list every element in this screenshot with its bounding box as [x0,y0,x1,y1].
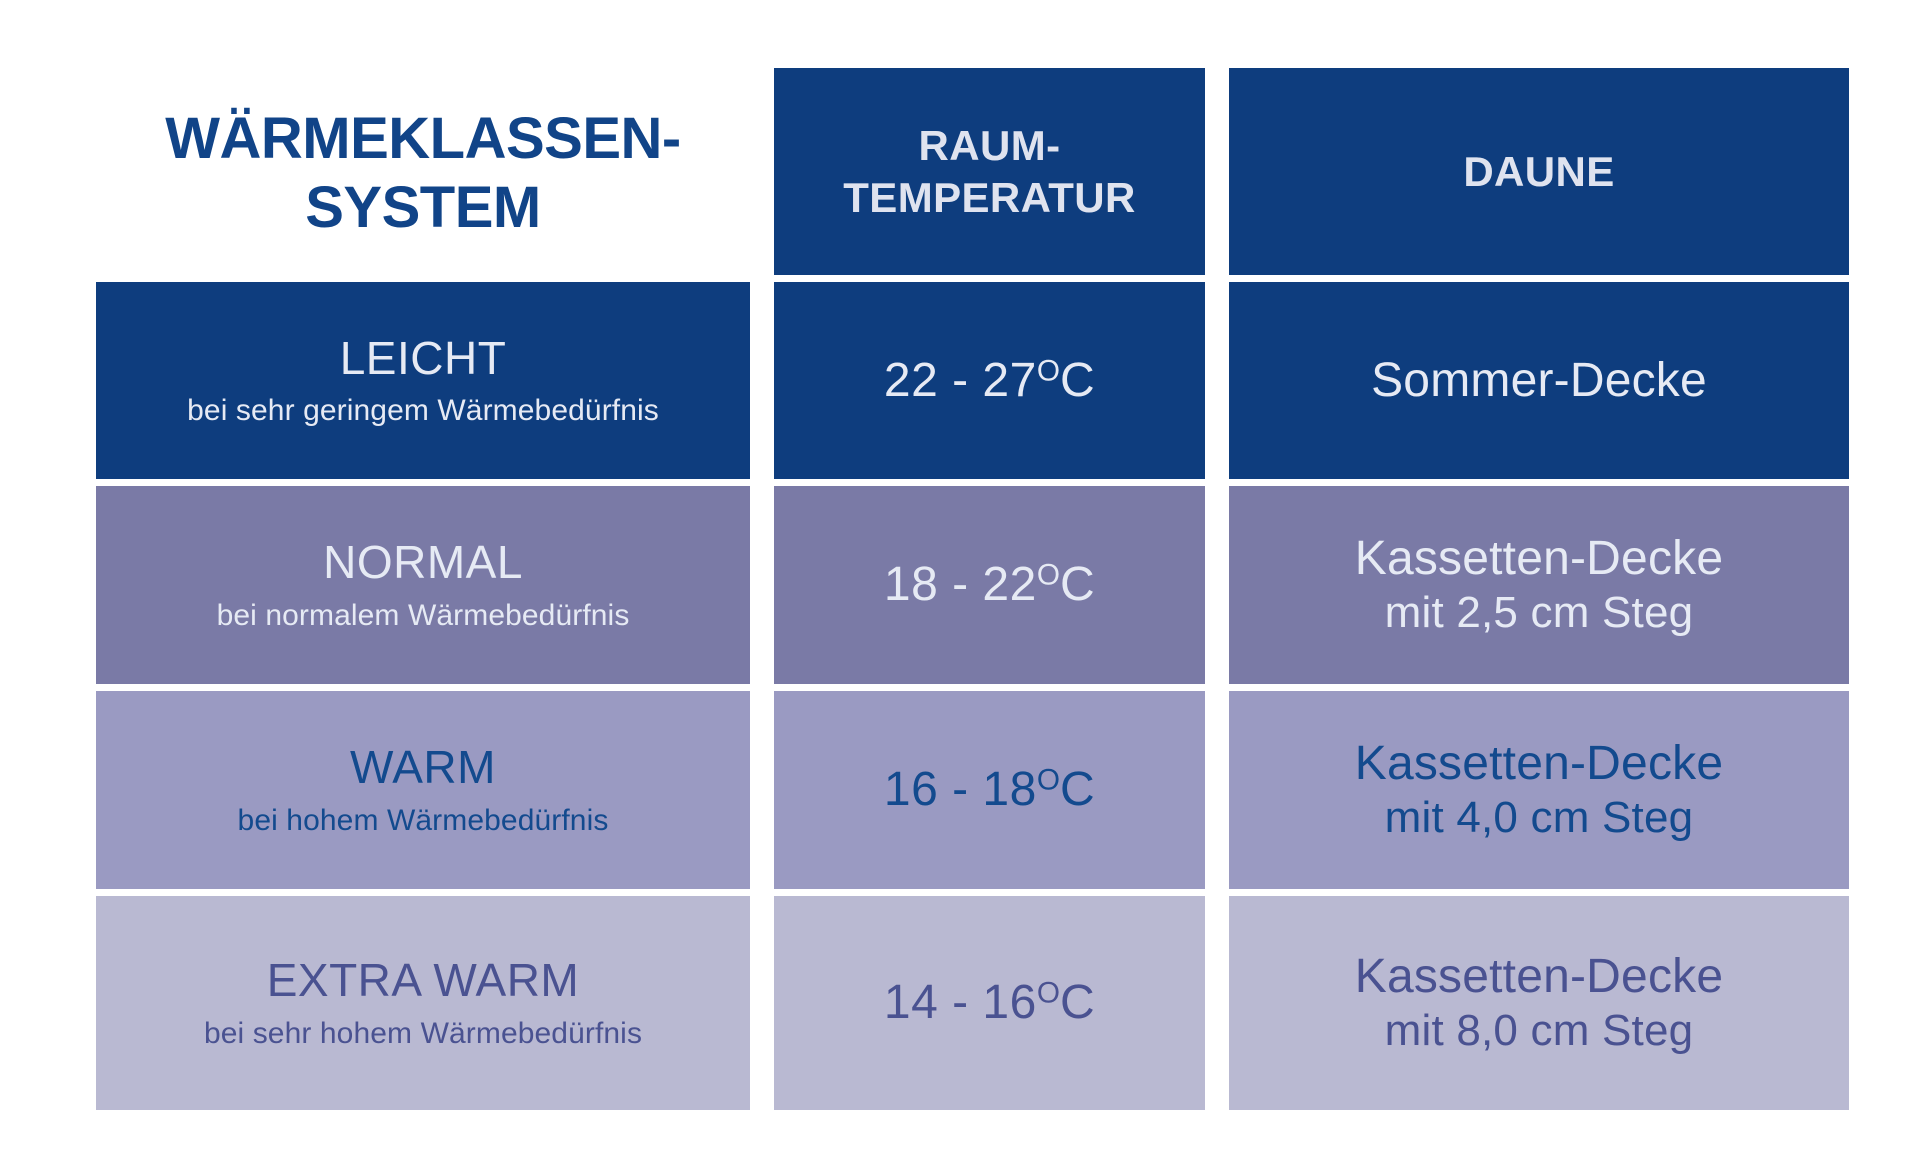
daune-value-extra-warm-line2: mit 8,0 cm Steg [1384,1006,1694,1056]
temperature-value-leicht: 22 - 27OC [883,353,1096,407]
class-desc-leicht: bei sehr geringem Wärmebedürfnis [187,394,659,428]
degree-icon: O [1036,354,1060,388]
class-name-warm: WARM [350,741,496,794]
column-header-room-temperature-line1: RAUM- [918,122,1061,170]
chart-title-line1: WÄRMEKLASSEN- [165,106,681,172]
daune-value-normal-line2: mit 2,5 cm Steg [1384,588,1694,638]
table-row-temperature-cell: 16 - 18OC [774,691,1205,889]
chart-title-line2: SYSTEM [305,174,541,240]
table-row-class-cell: WARM bei hohem Wärmebedürfnis [96,691,750,889]
column-header-daune: DAUNE [1229,68,1849,275]
table-row-daune-cell: Kassetten-Decke mit 2,5 cm Steg [1229,486,1849,684]
class-desc-extra-warm: bei sehr hohem Wärmebedürfnis [203,1016,643,1050]
daune-value-extra-warm-line1: Kassetten-Decke [1354,950,1724,1004]
table-row-class-cell: LEICHT bei sehr geringem Wärmebedürfnis [96,282,750,479]
class-desc-warm: bei hohem Wärmebedürfnis [237,803,609,837]
table-row-class-cell: NORMAL bei normalem Wärmebedürfnis [96,486,750,684]
temperature-value-extra-warm: 14 - 16OC [883,976,1096,1030]
table-row-temperature-cell: 18 - 22OC [774,486,1205,684]
column-header-room-temperature-line2: TEMPERATUR [843,173,1136,221]
class-name-leicht: LEICHT [339,331,507,384]
table-row-daune-cell: Sommer-Decke [1229,282,1849,479]
table-row-daune-cell: Kassetten-Decke mit 8,0 cm Steg [1229,896,1849,1110]
daune-value-warm-line1: Kassetten-Decke [1354,737,1724,791]
column-header-daune-line1: DAUNE [1463,147,1615,195]
daune-value-leicht-line1: Sommer-Decke [1371,353,1707,407]
table-row-class-cell: EXTRA WARM bei sehr hohem Wärmebedürfnis [96,896,750,1110]
class-name-extra-warm: EXTRA WARM [266,954,580,1007]
column-header-room-temperature: RAUM- TEMPERATUR [774,68,1205,275]
daune-value-normal-line1: Kassetten-Decke [1354,532,1724,586]
table-row-daune-cell: Kassetten-Decke mit 4,0 cm Steg [1229,691,1849,889]
daune-value-warm-line2: mit 4,0 cm Steg [1384,793,1694,843]
chart-title-text: WÄRMEKLASSEN- SYSTEM [165,105,681,242]
degree-icon: O [1036,763,1060,797]
temperature-value-warm: 16 - 18OC [883,763,1096,817]
table-row-temperature-cell: 22 - 27OC [774,282,1205,479]
temperature-value-normal: 18 - 22OC [883,558,1096,612]
degree-icon: O [1036,976,1060,1010]
table-row-temperature-cell: 14 - 16OC [774,896,1205,1110]
class-desc-normal: bei normalem Wärmebedürfnis [216,598,630,632]
class-name-normal: NORMAL [323,536,523,589]
chart-title: WÄRMEKLASSEN- SYSTEM [96,68,750,275]
degree-icon: O [1036,558,1060,592]
warmth-class-table: WÄRMEKLASSEN- SYSTEM RAUM- TEMPERATUR DA… [96,68,1849,1110]
